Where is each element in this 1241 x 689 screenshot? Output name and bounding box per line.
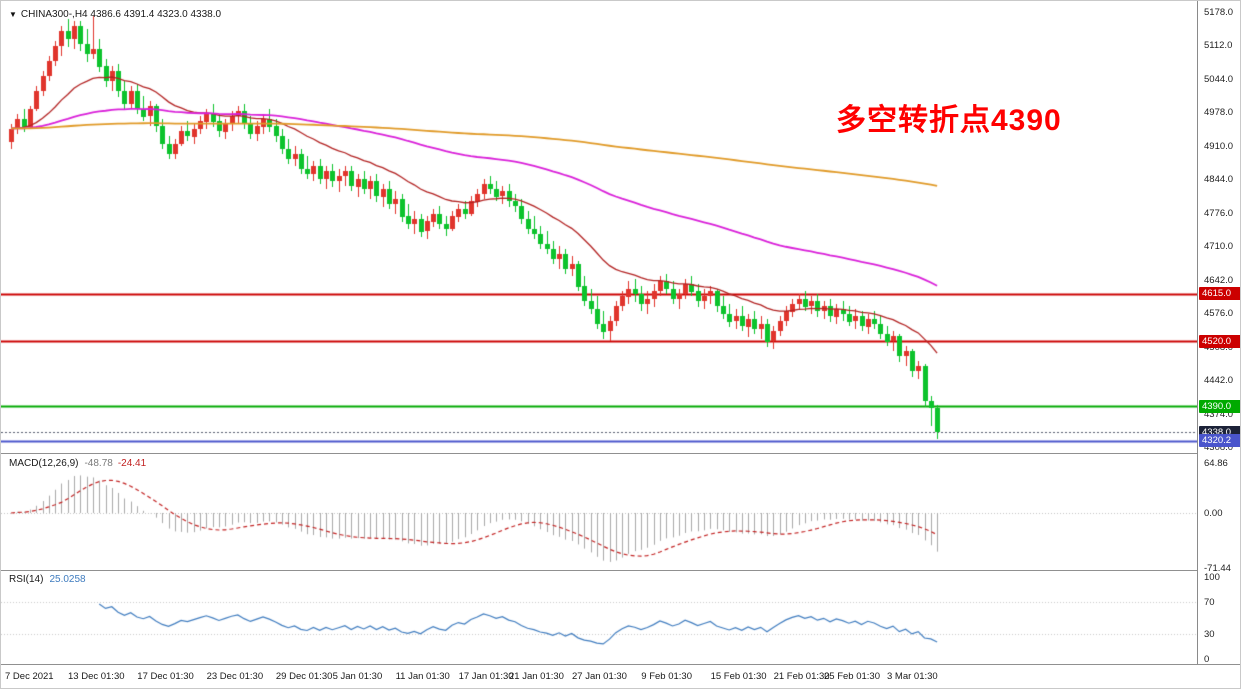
ohlc-text: CHINA300-,H4 4386.6 4391.4 4323.0 4338.0 (20, 9, 222, 20)
time-axis-label: 11 Jan 01:30 (395, 671, 450, 682)
price-tick-label: 4776.0 (1204, 208, 1234, 219)
pane-separator (1, 664, 1240, 665)
time-axis-label: 21 Feb 01:30 (773, 671, 830, 682)
time-axis-label: 13 Dec 01:30 (68, 671, 125, 682)
rsi-indicator-label: RSI(14) 25.0258 (9, 574, 86, 585)
chart-plot-area[interactable] (1, 1, 1197, 664)
time-axis-label: 3 Mar 01:30 (887, 671, 938, 682)
macd-tick-label: 64.86 (1204, 458, 1228, 470)
price-tick-label: 4308.0 (1204, 442, 1234, 453)
rsi-name: RSI(14) (9, 574, 44, 585)
price-tick-label: 4508.0 (1204, 342, 1234, 353)
time-axis-label: 23 Dec 01:30 (206, 671, 264, 682)
time-axis-label: 29 Dec 01:30 (275, 671, 333, 682)
price-axis[interactable]: 5178.0 5112.0 5044.0 4978.0 4910.0 4844.0 4776… (1197, 1, 1240, 665)
price-tick-label: 5112.0 (1204, 40, 1233, 51)
time-axis-label: 17 Dec 01:30 (137, 671, 194, 682)
price-tick-label: 5178.0 (1204, 7, 1234, 18)
price-tick-label: 4642.0 (1204, 275, 1234, 286)
rsi-value: 25.0258 (49, 574, 86, 585)
symbol-ohlc-info: ▼ CHINA300-,H4 4386.6 4391.4 4323.0 4338.… (9, 9, 221, 20)
time-axis-label: 17 Jan 01:30 (458, 671, 514, 682)
macd-tick-label: 0.00 (1204, 508, 1223, 519)
time-axis-label: 21 Jan 01:30 (509, 671, 564, 682)
time-axis-label: 15 Feb 01:30 (710, 671, 767, 682)
price-tick-label: 5044.0 (1204, 74, 1234, 85)
macd-indicator-label: MACD(12,26,9) -48.78 -24.41 (9, 458, 146, 469)
time-axis[interactable]: 7 Dec 2021 13 Dec 01:30 17 Dec 01:30 23 Dec… (1, 665, 1240, 688)
price-level-badge: 4520.0 (1199, 334, 1240, 348)
price-level-badge: 4615.0 (1199, 287, 1240, 300)
rsi-tick-label: 0 (1204, 654, 1210, 665)
price-tick-label: 4710.0 (1204, 241, 1234, 252)
symbol-expand-icon[interactable]: ▼ (9, 10, 17, 19)
price-level-badge: 4390.0 (1199, 399, 1240, 413)
price-level-badge: 4320.2 (1199, 434, 1240, 448)
rsi-tick-label: 100 (1204, 572, 1220, 583)
rsi-tick-label: 30 (1204, 629, 1215, 641)
macd-tick-label: -71.44 (1204, 563, 1231, 574)
price-tick-label: 4978.0 (1204, 107, 1234, 118)
time-axis-label: 25 Feb 01:30 (824, 671, 880, 682)
rsi-tick-label: 70 (1204, 596, 1215, 608)
price-tick-label: 4910.0 (1204, 141, 1234, 152)
macd-main-value: -48.78 (84, 458, 113, 469)
macd-signal-value: -24.41 (117, 458, 147, 469)
price-tick-label: 4442.0 (1204, 375, 1234, 386)
time-axis-label: 7 Dec 2021 (5, 671, 54, 682)
price-tick-label: 4844.0 (1204, 174, 1234, 185)
price-tick-label: 4576.0 (1204, 308, 1234, 319)
macd-name: MACD(12,26,9) (9, 458, 79, 469)
price-tick-label: 4374.0 (1204, 409, 1234, 420)
annotation-text: 多空转折点4390 (836, 104, 1062, 137)
time-axis-label: 9 Feb 01:30 (641, 671, 693, 682)
time-axis-label: 27 Jan 01:30 (572, 671, 627, 682)
pane-separator[interactable] (1, 570, 1240, 571)
time-axis-label: 5 Jan 01:30 (332, 671, 383, 682)
pane-separator[interactable] (1, 453, 1240, 454)
